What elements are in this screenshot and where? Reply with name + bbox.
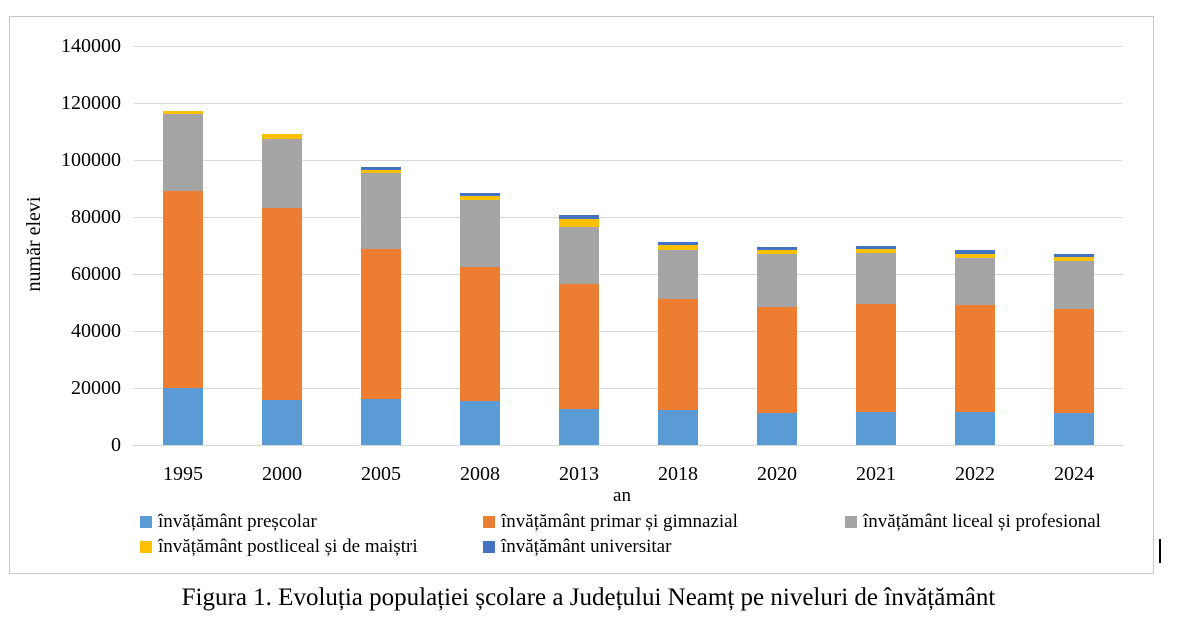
bar-segment: [262, 138, 302, 208]
bar-segment: [460, 192, 500, 197]
legend-label: învățământ primar și gimnazial: [501, 511, 738, 532]
bar-segment: [856, 245, 896, 250]
x-tick-label: 2008: [460, 463, 500, 485]
bar-segment: [955, 253, 995, 259]
bar-segment: [1054, 261, 1094, 310]
y-tick-label: 20000: [71, 377, 121, 399]
gridline: [133, 159, 1123, 161]
text-cursor: [1159, 539, 1161, 563]
legend-item: învățământ universitar: [483, 536, 671, 558]
bar-segment: [1054, 413, 1094, 445]
bar-segment: [658, 241, 698, 246]
bar-segment: [460, 266, 500, 401]
bar-segment: [658, 299, 698, 411]
y-tick-label: 0: [111, 434, 121, 456]
bar-segment: [658, 245, 698, 251]
bar-segment: [757, 306, 797, 413]
x-tick-label: 2018: [658, 463, 698, 485]
bar-segment: [1054, 254, 1094, 257]
x-tick-label: 2020: [757, 463, 797, 485]
bar-segment: [1054, 256, 1094, 262]
legend-item: învățământ liceal și profesional: [845, 511, 1101, 533]
x-axis-title: an: [613, 485, 631, 506]
y-tick-label: 40000: [71, 320, 121, 342]
bar-segment: [856, 411, 896, 445]
legend-item: învățământ primar și gimnazial: [483, 511, 738, 533]
bar-segment: [856, 304, 896, 412]
x-tick-label: 1995: [163, 463, 203, 485]
legend-swatch-icon: [140, 541, 152, 553]
bar-segment: [460, 400, 500, 445]
bar-segment: [559, 218, 599, 228]
legend-swatch-icon: [483, 541, 495, 553]
figure-caption: Figura 1. Evoluția populației școlare a …: [181, 584, 996, 611]
bar-segment: [856, 249, 896, 254]
gridline: [133, 330, 1123, 332]
x-tick-label: 2013: [559, 463, 599, 485]
y-tick-label: 120000: [61, 92, 121, 114]
legend-swatch-icon: [140, 516, 152, 528]
chart-frame[interactable]: număr elevi 0 20000 40000 60000 80000 100000 1…: [9, 16, 1154, 574]
legend-swatch-icon: [845, 516, 857, 528]
x-tick-label: 2000: [262, 463, 302, 485]
bar-segment: [757, 246, 797, 250]
bar-segment: [163, 388, 203, 445]
bar-segment: [658, 250, 698, 300]
bar-segment: [1054, 309, 1094, 414]
y-tick-label: 100000: [61, 149, 121, 171]
bar-segment: [361, 398, 401, 445]
y-axis-title: număr elevi: [23, 196, 45, 292]
x-tick-label: 2005: [361, 463, 401, 485]
x-tick-label: 2022: [955, 463, 995, 485]
x-tick-label: 2024: [1054, 463, 1094, 485]
y-tick-label: 80000: [71, 206, 121, 228]
gridline: [133, 45, 1123, 47]
legend-label: învățământ universitar: [501, 536, 672, 557]
bar-segment: [955, 258, 995, 306]
bar-segment: [361, 173, 401, 249]
bar-segment: [262, 133, 302, 139]
gridline: [133, 102, 1123, 104]
bar-segment: [559, 284, 599, 410]
plot-area: [133, 45, 1123, 446]
bar-segment: [361, 248, 401, 399]
bar-segment: [163, 191, 203, 388]
bar-segment: [757, 412, 797, 445]
bar-segment: [559, 409, 599, 445]
bar-segment: [559, 214, 599, 219]
gridline: [133, 273, 1123, 275]
legend-label: învățământ postliceal și de maiștri: [158, 536, 418, 557]
gridline: [133, 216, 1123, 218]
bar-segment: [163, 113, 203, 192]
bar-segment: [955, 411, 995, 445]
bar-segment: [955, 305, 995, 412]
bar-segment: [163, 110, 203, 114]
legend-item: învățământ preșcolar: [140, 511, 317, 533]
bar-segment: [757, 249, 797, 255]
bar-segment: [460, 200, 500, 267]
bar-segment: [262, 399, 302, 445]
y-tick-label: 60000: [71, 263, 121, 285]
gridline: [133, 387, 1123, 389]
bar-segment: [955, 250, 995, 254]
legend-swatch-icon: [483, 516, 495, 528]
bar-segment: [658, 410, 698, 445]
bar-segment: [262, 207, 302, 400]
bar-segment: [361, 167, 401, 170]
legend-label: învățământ preșcolar: [158, 511, 317, 532]
bar-segment: [856, 253, 896, 305]
y-tick-label: 140000: [61, 35, 121, 57]
legend-label: învățământ liceal și profesional: [863, 511, 1101, 532]
x-tick-label: 2021: [856, 463, 896, 485]
gridline: [133, 444, 1123, 446]
legend-item: învățământ postliceal și de maiștri: [140, 536, 418, 558]
bar-segment: [460, 196, 500, 201]
bar-segment: [361, 169, 401, 174]
bar-segment: [757, 254, 797, 307]
bar-segment: [559, 227, 599, 285]
